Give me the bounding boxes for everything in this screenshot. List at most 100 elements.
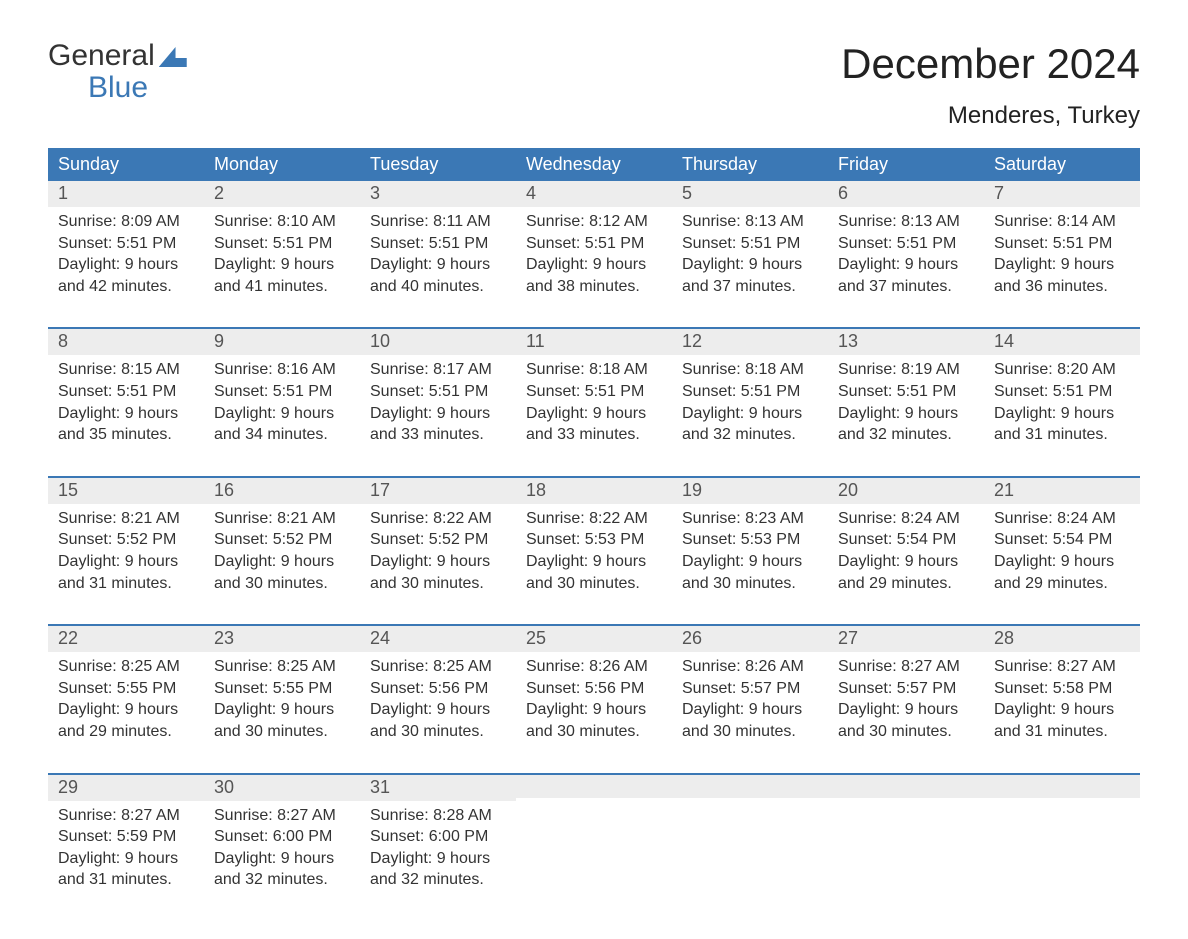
flag-icon: [159, 47, 187, 67]
day-number: 14: [994, 331, 1014, 351]
sunset-line: Sunset: 5:52 PM: [370, 529, 506, 551]
day-number-row: 1: [48, 181, 204, 207]
sunrise-line: Sunrise: 8:25 AM: [214, 656, 350, 678]
sunrise-line: Sunrise: 8:24 AM: [838, 508, 974, 530]
day-number-row: 18: [516, 478, 672, 504]
sunset-line: Sunset: 5:56 PM: [370, 678, 506, 700]
day-body: Sunrise: 8:26 AMSunset: 5:56 PMDaylight:…: [516, 652, 672, 742]
day-body: Sunrise: 8:20 AMSunset: 5:51 PMDaylight:…: [984, 355, 1140, 445]
calendar-day: 25 Sunrise: 8:26 AMSunset: 5:56 PMDayligh…: [516, 626, 672, 750]
calendar-day: 13Sunrise: 8:19 AMSunset: 5:51 PMDayligh…: [828, 329, 984, 453]
daylight-line-1: Daylight: 9 hours: [526, 254, 662, 276]
day-body: Sunrise: 8:17 AMSunset: 5:51 PMDaylight:…: [360, 355, 516, 445]
sunset-line: Sunset: 5:51 PM: [370, 381, 506, 403]
day-number: 22: [58, 628, 78, 648]
page-title: December 2024: [841, 40, 1140, 88]
sunrise-line: Sunrise: 8:26 AM: [682, 656, 818, 678]
brand-logo: General Blue: [48, 40, 187, 103]
daylight-line-2: and 30 minutes.: [682, 721, 818, 743]
day-body: Sunrise: 8:15 AMSunset: 5:51 PMDaylight:…: [48, 355, 204, 445]
calendar-day: 3Sunrise: 8:11 AMSunset: 5:51 PMDaylight…: [360, 181, 516, 305]
sunset-line: Sunset: 5:51 PM: [526, 381, 662, 403]
daylight-line-2: and 31 minutes.: [58, 573, 194, 595]
calendar-day: 9Sunrise: 8:16 AMSunset: 5:51 PMDaylight…: [204, 329, 360, 453]
day-number: 25: [526, 628, 546, 648]
sunrise-line: Sunrise: 8:24 AM: [994, 508, 1130, 530]
sunrise-line: Sunrise: 8:27 AM: [994, 656, 1130, 678]
day-body: Sunrise: 8:27 AMSunset: 5:59 PMDaylight:…: [48, 801, 204, 891]
daylight-line-2: and 41 minutes.: [214, 276, 350, 298]
daylight-line-1: Daylight: 9 hours: [838, 403, 974, 425]
calendar-day: 18Sunrise: 8:22 AMSunset: 5:53 PMDayligh…: [516, 478, 672, 602]
day-number: 12: [682, 331, 702, 351]
sunset-line: Sunset: 5:51 PM: [838, 381, 974, 403]
calendar-day: 4Sunrise: 8:12 AMSunset: 5:51 PMDaylight…: [516, 181, 672, 305]
sunrise-line: Sunrise: 8:10 AM: [214, 211, 350, 233]
day-number-row-empty: [672, 775, 828, 798]
day-number-row: 21: [984, 478, 1140, 504]
sunset-line: Sunset: 6:00 PM: [214, 826, 350, 848]
daylight-line-2: and 31 minutes.: [58, 869, 194, 891]
calendar-day: 22Sunrise: 8:25 AMSunset: 5:55 PMDayligh…: [48, 626, 204, 750]
sunrise-line: Sunrise: 8:22 AM: [370, 508, 506, 530]
day-number-row: 2: [204, 181, 360, 207]
sunrise-line: Sunrise: 8:25 AM: [58, 656, 194, 678]
sunset-line: Sunset: 5:55 PM: [58, 678, 194, 700]
daylight-line-1: Daylight: 9 hours: [370, 699, 506, 721]
daylight-line-2: and 32 minutes.: [370, 869, 506, 891]
daylight-line-2: and 30 minutes.: [214, 721, 350, 743]
daylight-line-2: and 33 minutes.: [370, 424, 506, 446]
day-number-row: 7: [984, 181, 1140, 207]
day-number: 16: [214, 480, 234, 500]
day-number: 9: [214, 331, 224, 351]
calendar-day: [984, 775, 1140, 899]
daylight-line-2: and 30 minutes.: [526, 573, 662, 595]
sunrise-line: Sunrise: 8:14 AM: [994, 211, 1130, 233]
dow-cell: Tuesday: [360, 148, 516, 181]
daylight-line-2: and 30 minutes.: [526, 721, 662, 743]
day-number-row: 25: [516, 626, 672, 652]
daylight-line-1: Daylight: 9 hours: [682, 254, 818, 276]
daylight-line-1: Daylight: 9 hours: [370, 254, 506, 276]
calendar-day: 6Sunrise: 8:13 AMSunset: 5:51 PMDaylight…: [828, 181, 984, 305]
day-number-row-empty: [984, 775, 1140, 798]
sunrise-line: Sunrise: 8:13 AM: [682, 211, 818, 233]
location-label: Menderes, Turkey: [841, 102, 1140, 130]
day-body: Sunrise: 8:13 AMSunset: 5:51 PMDaylight:…: [828, 207, 984, 297]
daylight-line-1: Daylight: 9 hours: [370, 403, 506, 425]
sunrise-line: Sunrise: 8:25 AM: [370, 656, 506, 678]
daylight-line-2: and 31 minutes.: [994, 424, 1130, 446]
daylight-line-2: and 36 minutes.: [994, 276, 1130, 298]
daylight-line-1: Daylight: 9 hours: [526, 699, 662, 721]
sunrise-line: Sunrise: 8:26 AM: [526, 656, 662, 678]
daylight-line-2: and 30 minutes.: [682, 573, 818, 595]
day-body: Sunrise: 8:11 AMSunset: 5:51 PMDaylight:…: [360, 207, 516, 297]
brand-word-1: General: [48, 40, 155, 72]
day-body: Sunrise: 8:27 AMSunset: 6:00 PMDaylight:…: [204, 801, 360, 891]
day-of-week-header: SundayMondayTuesdayWednesdayThursdayFrid…: [48, 148, 1140, 181]
daylight-line-2: and 30 minutes.: [838, 721, 974, 743]
sunrise-line: Sunrise: 8:20 AM: [994, 359, 1130, 381]
day-number: 28: [994, 628, 1014, 648]
sunset-line: Sunset: 5:53 PM: [682, 529, 818, 551]
sunset-line: Sunset: 5:51 PM: [994, 381, 1130, 403]
sunset-line: Sunset: 5:57 PM: [838, 678, 974, 700]
dow-cell: Monday: [204, 148, 360, 181]
day-body: Sunrise: 8:22 AMSunset: 5:53 PMDaylight:…: [516, 504, 672, 594]
day-number-row-empty: [516, 775, 672, 798]
calendar-week: 8Sunrise: 8:15 AMSunset: 5:51 PMDaylight…: [48, 327, 1140, 453]
calendar-day: 23Sunrise: 8:25 AMSunset: 5:55 PMDayligh…: [204, 626, 360, 750]
day-number-row: 14: [984, 329, 1140, 355]
day-number: 21: [994, 480, 1014, 500]
calendar-day: 24Sunrise: 8:25 AMSunset: 5:56 PMDayligh…: [360, 626, 516, 750]
sunrise-line: Sunrise: 8:17 AM: [370, 359, 506, 381]
calendar-day: [828, 775, 984, 899]
sunset-line: Sunset: 5:52 PM: [214, 529, 350, 551]
daylight-line-1: Daylight: 9 hours: [214, 699, 350, 721]
daylight-line-1: Daylight: 9 hours: [994, 551, 1130, 573]
calendar-day: 21Sunrise: 8:24 AMSunset: 5:54 PMDayligh…: [984, 478, 1140, 602]
day-number-row: 28: [984, 626, 1140, 652]
day-number: 2: [214, 183, 224, 203]
calendar-day: 12Sunrise: 8:18 AMSunset: 5:51 PMDayligh…: [672, 329, 828, 453]
day-number-row: 17: [360, 478, 516, 504]
